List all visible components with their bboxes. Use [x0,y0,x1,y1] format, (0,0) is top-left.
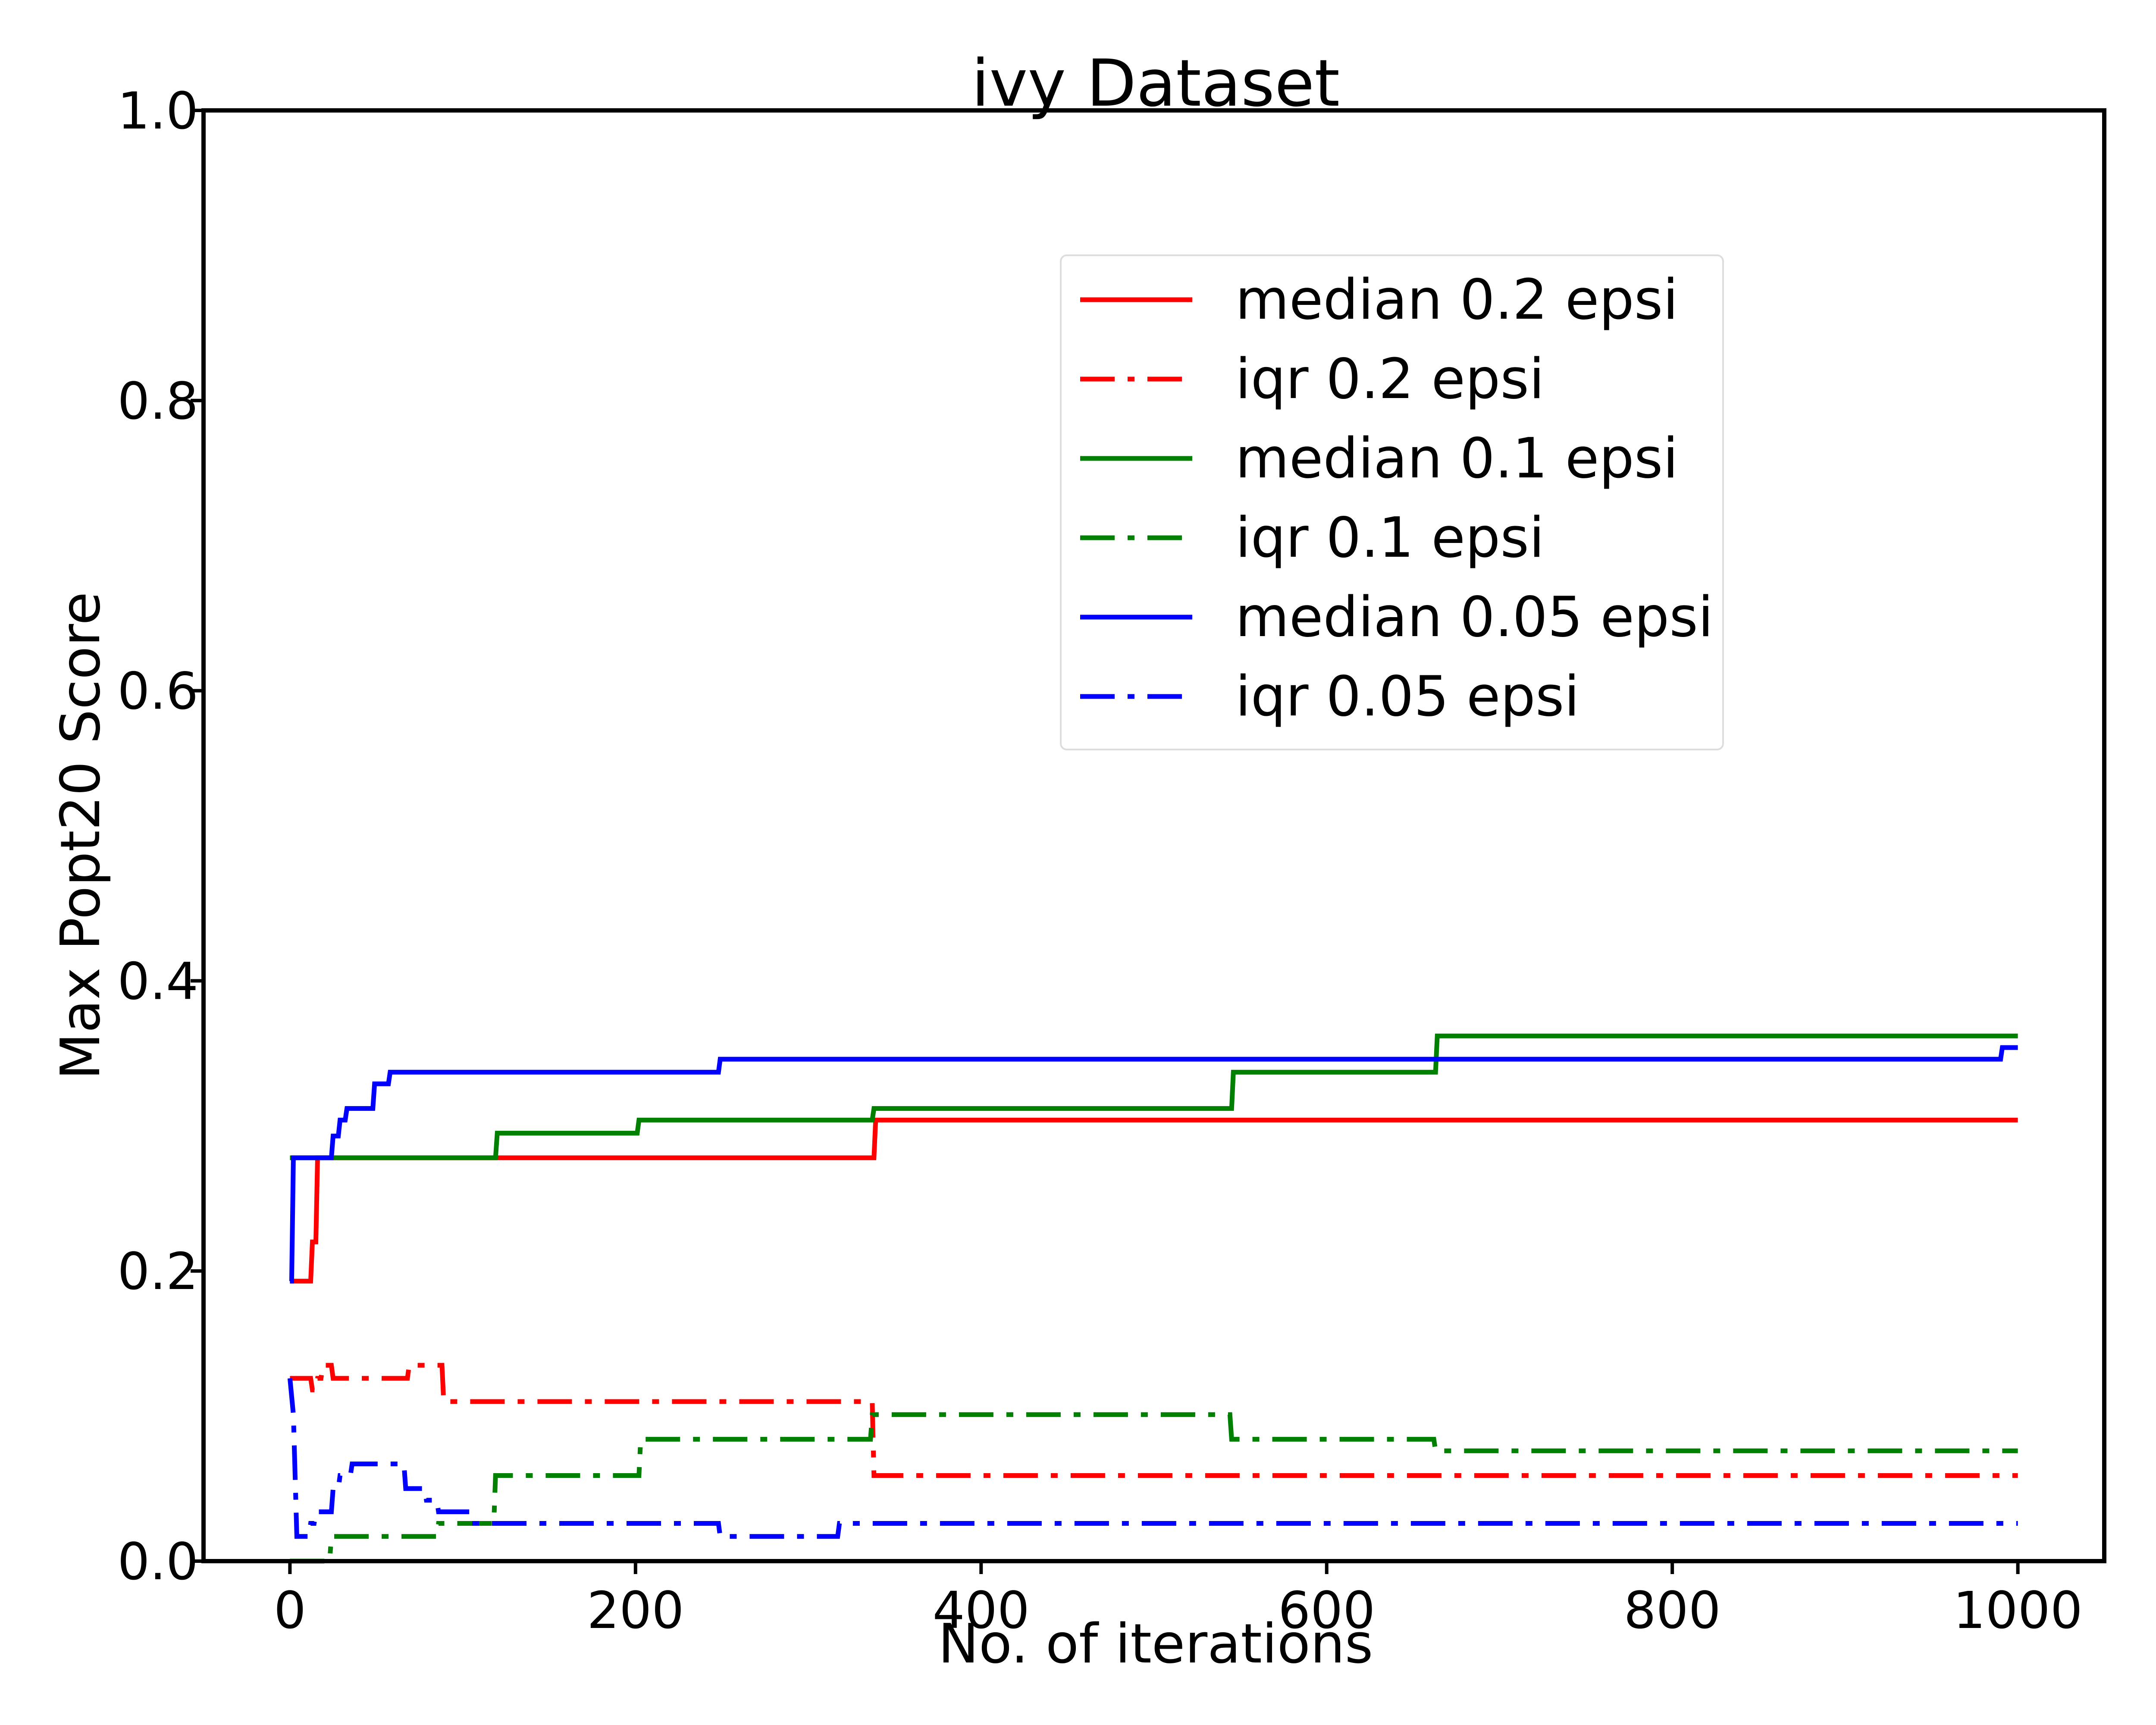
x-tick-label: 0 [274,1581,306,1640]
series-line-3 [290,1033,2018,1160]
y-tick-label: 0.4 [117,951,198,1011]
y-tick-label: 1.0 [117,81,198,141]
y-tick-label: 0.2 [117,1242,198,1301]
legend-label-3: median 0.1 epsi [1235,427,1678,491]
legend-label-6: iqr 0.05 epsi [1235,665,1579,729]
y-tick-label: 0.0 [117,1532,198,1591]
legend-label-5: median 0.05 epsi [1235,585,1713,649]
legend-label-4: iqr 0.1 epsi [1235,506,1545,570]
series-line-6 [287,1378,2018,1539]
x-axis-label: No. of iterations [938,1612,1373,1675]
x-tick-label: 600 [1278,1581,1375,1640]
plot-frame [201,108,2106,1563]
x-tick-label: 400 [933,1581,1030,1640]
y-tick-label: 0.6 [117,662,198,721]
x-tick-label: 200 [587,1581,684,1640]
series-line-1 [290,1117,2018,1284]
y-tick-label: 0.8 [117,371,198,431]
legend: median 0.2 epsi iqr 0.2 epsi median 0.1 ep… [1060,254,1724,750]
x-tick-label: 800 [1624,1581,1721,1640]
series-line-5 [289,1045,2018,1284]
y-axis-label: Max Popt20 Score [49,592,112,1080]
series-line-2 [290,1363,2018,1478]
plot-area: 0 200 400 600 800 1000 0.0 0.2 0.4 0.6 0.8 1.0 [117,81,2106,1640]
x-tick-label: 1000 [1953,1581,2082,1640]
legend-label-1: median 0.2 epsi [1235,268,1678,332]
legend-label-2: iqr 0.2 epsi [1235,347,1545,411]
series-line-4 [290,1412,2018,1564]
legend-box [1060,254,1724,750]
